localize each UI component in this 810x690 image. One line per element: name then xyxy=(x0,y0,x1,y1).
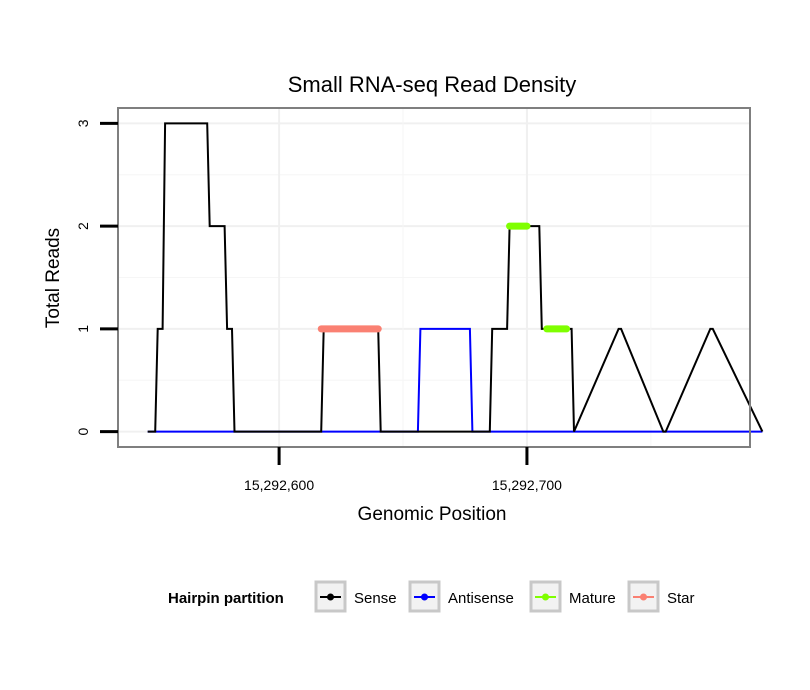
y-tick-label: 1 xyxy=(75,325,91,333)
legend-items: Sense Antisense Mature Star xyxy=(314,580,695,613)
series-layer xyxy=(147,122,764,433)
x-axis-label: Genomic Position xyxy=(358,504,507,525)
legend-label-sense: Sense xyxy=(354,590,397,607)
y-tick-label: 0 xyxy=(75,427,91,435)
chart-title: Small RNA-seq Read Density xyxy=(288,72,577,97)
legend-key-point xyxy=(327,593,334,601)
legend-key-point xyxy=(640,593,647,601)
legend: Hairpin partition Sense Antisense Mature St… xyxy=(168,580,695,613)
legend-key-point xyxy=(542,593,549,601)
series-sense-line xyxy=(147,122,764,433)
legend-title: Hairpin partition xyxy=(168,590,284,607)
y-axis-label: Total Reads xyxy=(43,228,64,328)
legend-label-mature: Mature xyxy=(569,590,616,607)
y-tick-label: 2 xyxy=(75,222,91,230)
series-antisense-line xyxy=(147,327,763,433)
x-tick-label: 15,292,600 xyxy=(244,477,314,493)
axis-layer: 0 1 2 3 15,292,600 15,292,700 xyxy=(75,119,562,493)
y-tick-label: 3 xyxy=(75,119,91,127)
plot-panel-border xyxy=(117,107,751,448)
legend-label-star: Star xyxy=(667,590,695,607)
x-tick-label: 15,292,700 xyxy=(492,477,562,493)
legend-label-antisense: Antisense xyxy=(448,590,514,607)
legend-key-point xyxy=(421,593,428,601)
